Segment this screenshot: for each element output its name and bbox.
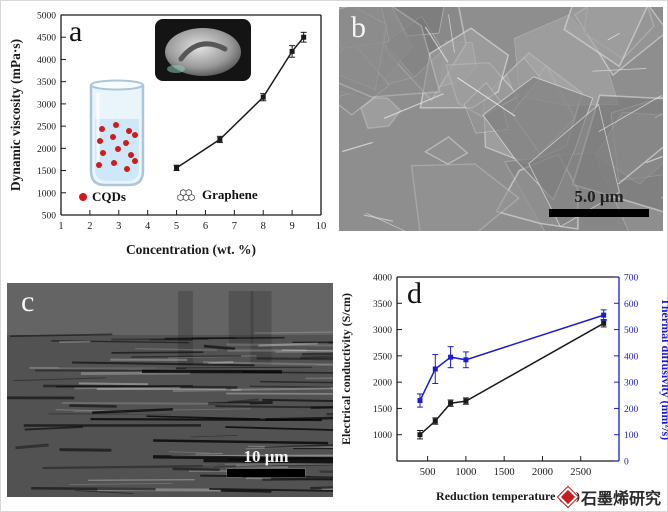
scalebar-10um-bar — [227, 469, 305, 477]
svg-text:10: 10 — [316, 221, 327, 232]
svg-text:2500: 2500 — [570, 467, 591, 478]
svg-text:7: 7 — [232, 221, 237, 232]
panel-d-label: d — [407, 277, 422, 310]
legend-graphene: Graphene — [175, 187, 258, 203]
svg-text:3500: 3500 — [373, 300, 392, 310]
svg-text:2000: 2000 — [532, 467, 553, 478]
svg-text:3000: 3000 — [373, 326, 392, 336]
cqd-dots — [96, 122, 138, 172]
svg-text:2: 2 — [87, 221, 92, 232]
svg-text:1500: 1500 — [373, 405, 392, 415]
svg-text:1000: 1000 — [373, 431, 392, 441]
svg-text:200: 200 — [624, 405, 639, 415]
svg-text:3: 3 — [116, 221, 121, 232]
svg-text:500: 500 — [420, 467, 436, 478]
viscosity-chart: 1 2 3 4 5 6 7 8 9 10 500 1000 1500 2000 2500 3000 3500 40… — [8, 12, 327, 258]
svg-text:400: 400 — [624, 352, 639, 362]
svg-text:1500: 1500 — [37, 167, 56, 177]
sem-image-layered-cross-section — [7, 283, 333, 497]
svg-text:9: 9 — [289, 221, 294, 232]
svg-text:2000: 2000 — [37, 145, 56, 155]
svg-text:8: 8 — [261, 221, 266, 232]
svg-text:700: 700 — [624, 274, 639, 284]
legend-cqds: CQDs — [79, 189, 126, 205]
svg-text:6: 6 — [203, 221, 208, 232]
svg-text:300: 300 — [624, 379, 639, 389]
svg-text:3500: 3500 — [37, 78, 56, 88]
panel-b-label: b — [351, 11, 366, 44]
panel-c-sem-cross-section: c 10 μm — [7, 283, 333, 497]
svg-text:5000: 5000 — [37, 12, 56, 22]
panel-a-viscosity-chart: 1 2 3 4 5 6 7 8 9 10 500 1000 1500 2000 2500 3000 3500 40… — [7, 5, 333, 261]
legend-cqds-label: CQDs — [92, 189, 126, 204]
legend-graphene-label: Graphene — [202, 187, 258, 202]
scalebar-5um-bar — [549, 209, 649, 217]
svg-text:2500: 2500 — [373, 352, 392, 362]
svg-text:1000: 1000 — [37, 189, 56, 199]
svg-text:500: 500 — [42, 212, 57, 222]
svg-text:2500: 2500 — [37, 123, 56, 133]
scalebar-5um: 5.0 μm — [549, 187, 649, 217]
scalebar-10um: 10 μm — [227, 447, 305, 477]
graphene-mesh-icon — [177, 188, 195, 201]
svg-text:4: 4 — [145, 221, 151, 232]
svg-text:600: 600 — [624, 300, 639, 310]
svg-text:3000: 3000 — [37, 100, 56, 110]
svg-text:Concentration (wt. %): Concentration (wt. %) — [126, 242, 256, 257]
scalebar-10um-label: 10 μm — [243, 447, 289, 466]
panel-a-label: a — [69, 15, 83, 48]
cqd-dot-icon — [79, 193, 87, 201]
svg-text:2000: 2000 — [373, 379, 392, 389]
svg-text:Thermal diffusivity (mm²/s): Thermal diffusivity (mm²/s) — [659, 298, 668, 440]
svg-text:4000: 4000 — [373, 274, 392, 284]
svg-text:5: 5 — [174, 221, 179, 232]
beaker-illustration — [89, 79, 145, 187]
svg-text:Reduction temperature (°C): Reduction temperature (°C) — [436, 489, 580, 503]
panel-b-sem-flakes: b 5.0 μm — [339, 7, 663, 231]
conductivity-diffusivity-chart: 500 1000 1500 2000 2500100015002000250030003… — [339, 274, 668, 504]
svg-text:1500: 1500 — [494, 467, 515, 478]
svg-text:1: 1 — [58, 221, 63, 232]
svg-text:500: 500 — [624, 326, 639, 336]
panel-c-label: c — [21, 285, 35, 318]
svg-text:Electrical conductivity (S/cm): Electrical conductivity (S/cm) — [339, 293, 353, 445]
svg-text:1000: 1000 — [455, 467, 476, 478]
svg-text:0: 0 — [624, 458, 629, 468]
watermark: 石墨烯研究 — [558, 485, 661, 509]
panel-d-conductivity-chart: 500 1000 1500 2000 2500 1000 1500 2000 2500 3000 3… — [337, 263, 668, 507]
watermark-text: 石墨烯研究 — [580, 489, 661, 508]
sem-image-graphene-flakes — [339, 7, 663, 231]
sample-photo-inset — [155, 19, 251, 81]
scalebar-5um-label: 5.0 μm — [574, 187, 624, 206]
svg-text:100: 100 — [624, 431, 639, 441]
svg-text:4500: 4500 — [37, 34, 56, 44]
svg-text:4000: 4000 — [37, 56, 56, 66]
watermark-logo-icon — [558, 487, 578, 507]
svg-text:Dynamic viscosity (mPa·s): Dynamic viscosity (mPa·s) — [8, 39, 23, 191]
